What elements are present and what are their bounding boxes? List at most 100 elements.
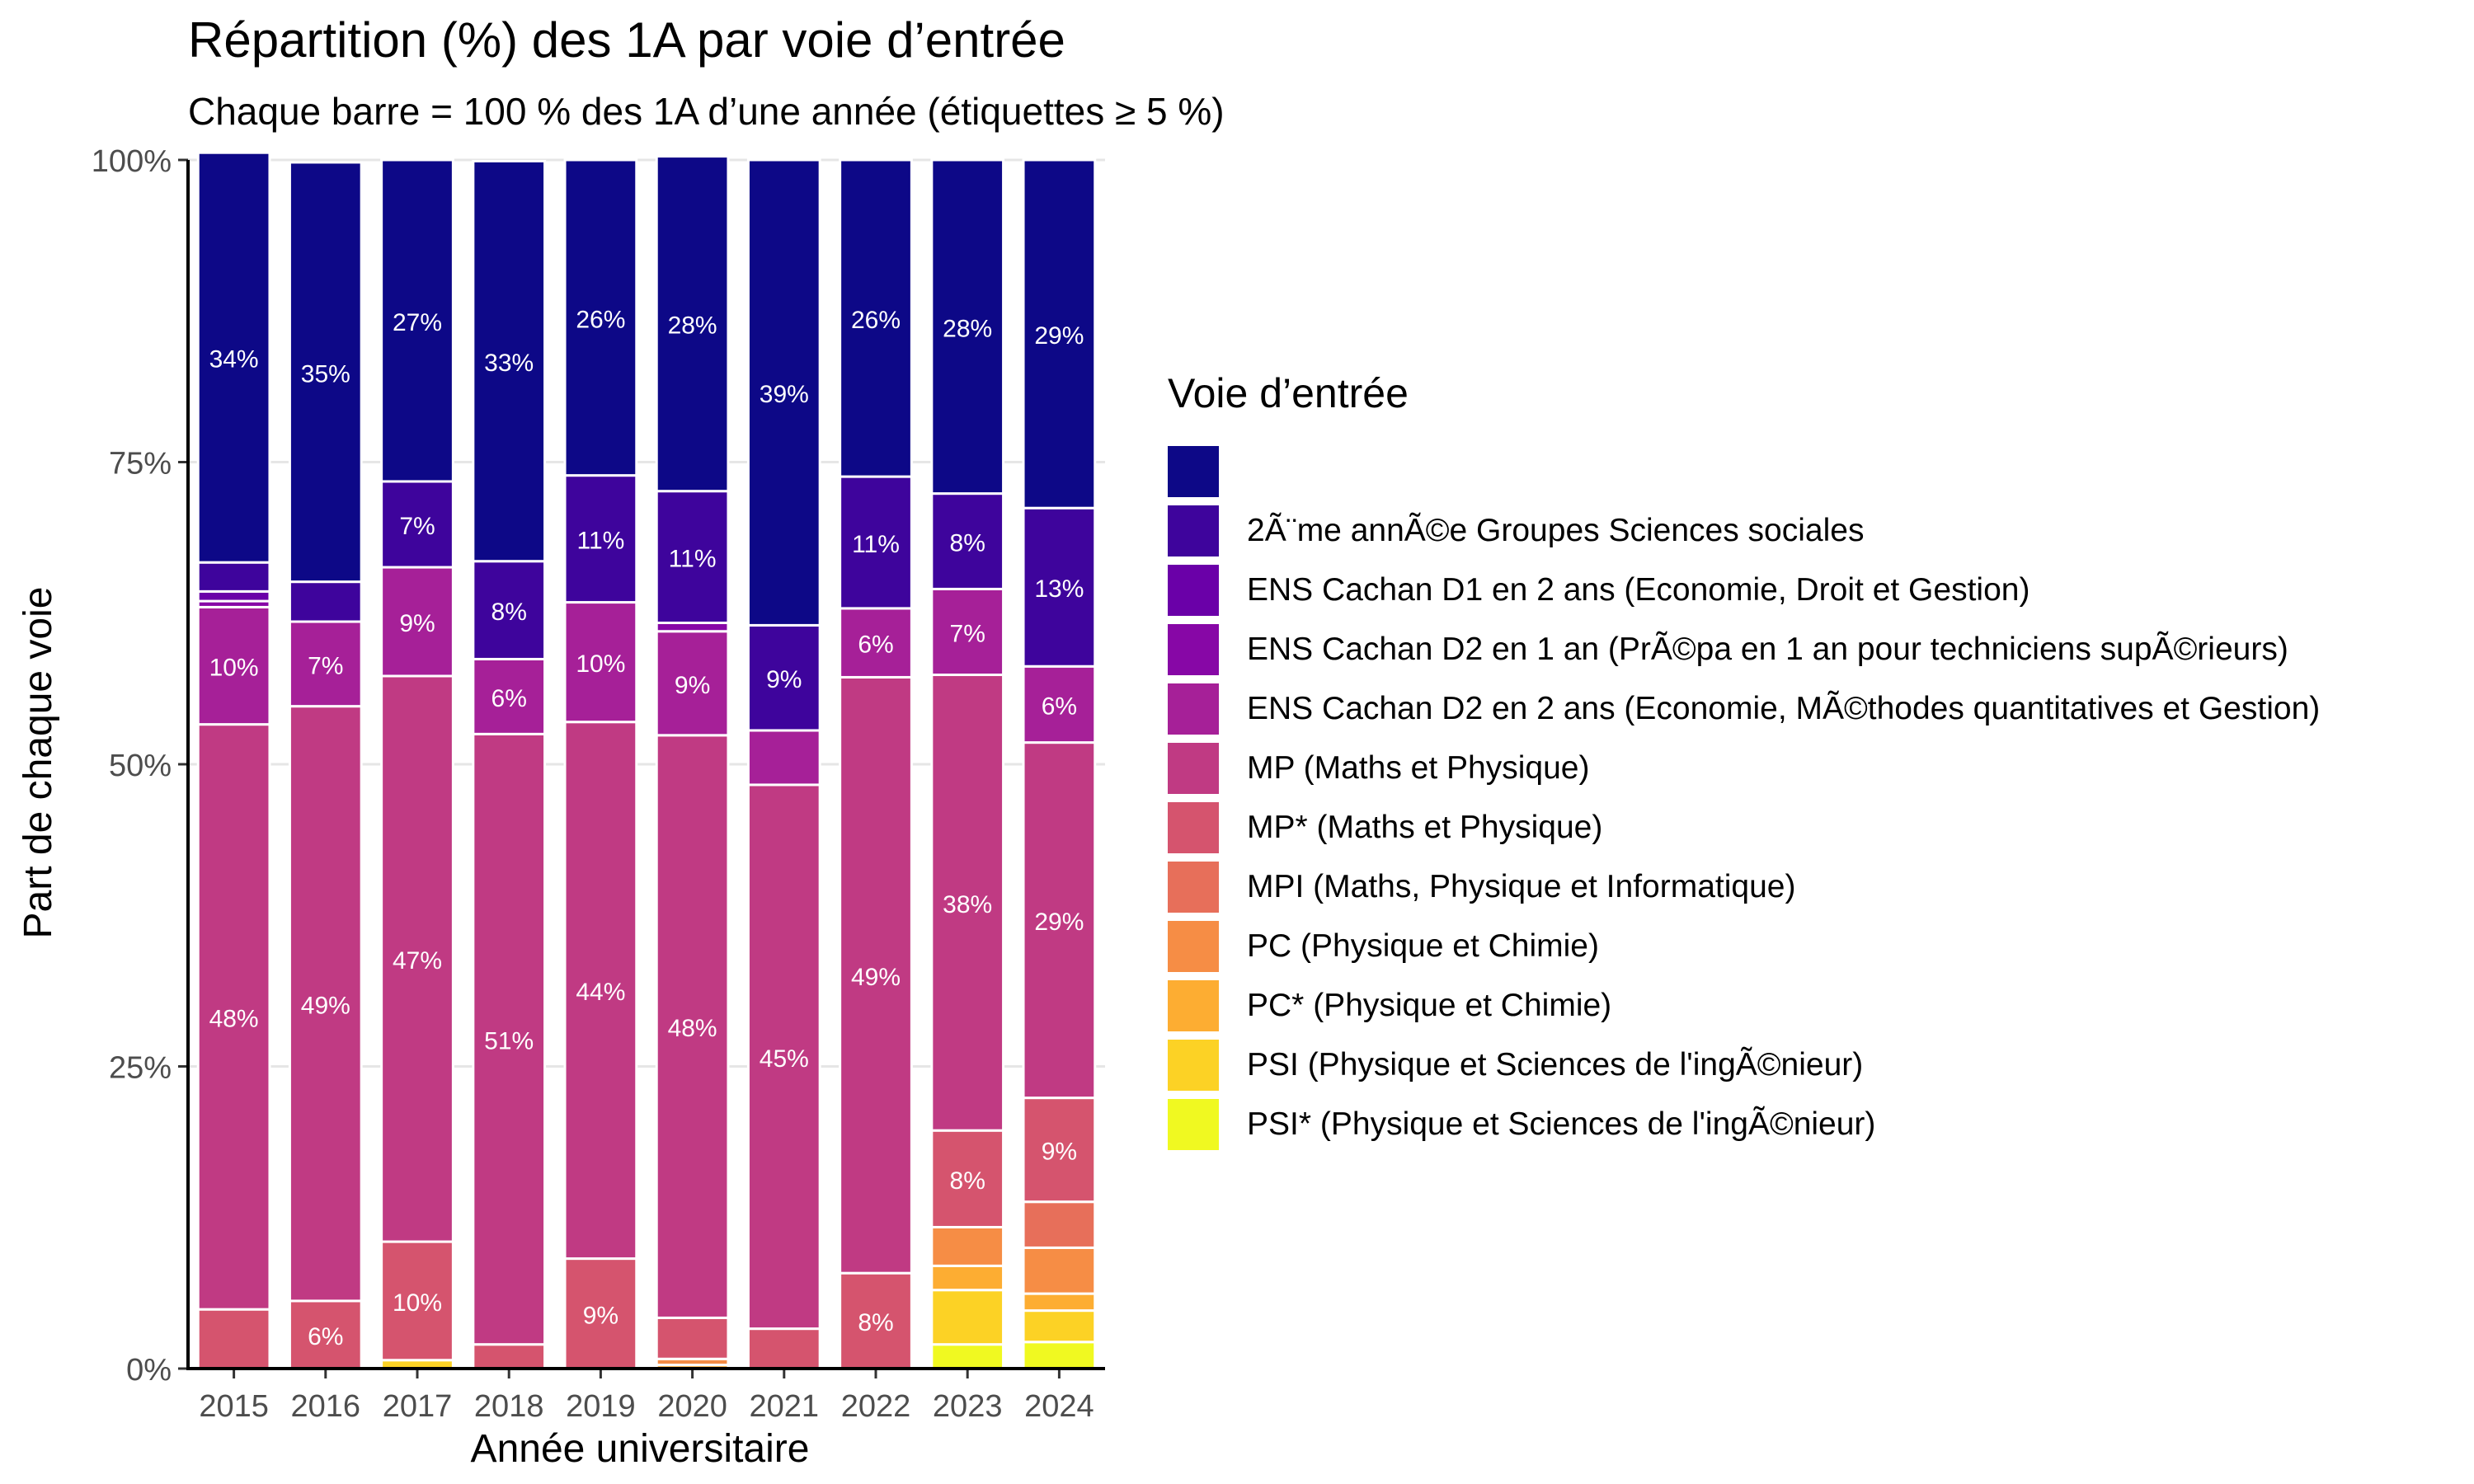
- bar-segment: [196, 589, 271, 603]
- legend-label: PSI (Physique et Sciences de l'ingÃ©nieu…: [1247, 1047, 1864, 1082]
- bar-segment: [1022, 1246, 1097, 1295]
- bar-value-label: 49%: [301, 992, 350, 1019]
- x-tick-label: 2022: [841, 1389, 911, 1424]
- bar-segment: [1022, 741, 1097, 1100]
- bar-segment: [746, 1327, 821, 1370]
- bar-segment: [196, 605, 271, 726]
- y-axis-label: Part de chaque voie: [16, 587, 60, 939]
- bar-segment: [655, 734, 730, 1319]
- bar-segment: [563, 158, 638, 477]
- legend-swatch: [1168, 1040, 1219, 1091]
- bar-value-label: 8%: [950, 530, 985, 557]
- bar-segment: [288, 705, 363, 1303]
- legend-title: Voie d’entrée: [1168, 370, 1409, 416]
- bar-segment: [380, 566, 454, 678]
- legend-item: ENS Cachan D2 en 1 an (PrÃ©pa en 1 an po…: [1168, 620, 2320, 679]
- bar-segment: [288, 620, 363, 708]
- bar-segment: [839, 158, 913, 478]
- bar-segment: [655, 1316, 730, 1360]
- legend-label: ENS Cachan D1 en 2 ans (Economie, Droit …: [1247, 572, 2030, 608]
- bar-segment: [655, 621, 730, 633]
- bar-segment: [746, 783, 821, 1331]
- bar-value-label: 10%: [393, 1289, 442, 1317]
- bar-segment: [1022, 1097, 1097, 1204]
- legend-swatch: [1168, 921, 1219, 972]
- legend-swatch: [1168, 743, 1219, 794]
- bar-value-label: 45%: [760, 1045, 809, 1073]
- bar-segment: [380, 480, 454, 569]
- bar-segment: [196, 723, 271, 1311]
- bar-value-label: 26%: [851, 307, 901, 334]
- bar-value-label: 9%: [675, 672, 710, 699]
- bar-segment: [472, 159, 547, 563]
- bar-segment: [655, 490, 730, 624]
- legend-label: ENS Cachan D2 en 1 an (PrÃ©pa en 1 an po…: [1247, 632, 2288, 667]
- legend-swatch: [1168, 1099, 1219, 1150]
- axes: 0% 25% 50% 75% 100% 2015 2016 2017 2018 2019 2020 2…: [92, 144, 1105, 1424]
- y-tick-label: 100%: [92, 144, 172, 179]
- bar-value-label: 6%: [308, 1323, 343, 1350]
- bar-segment: [380, 158, 454, 483]
- bar-segment: [930, 1264, 1005, 1292]
- y-tick-label: 25%: [109, 1051, 172, 1086]
- bar-segment: [380, 1240, 454, 1362]
- legend-label: MP (Maths et Physique): [1247, 750, 1590, 786]
- bar-value-label: 10%: [209, 655, 259, 682]
- bar-value-label: 13%: [1034, 575, 1084, 603]
- bar-value-label: 6%: [1042, 693, 1077, 720]
- legend-item: PSI (Physique et Sciences de l'ingÃ©nieu…: [1168, 1036, 2320, 1095]
- legend-label: MP* (Maths et Physique): [1247, 810, 1603, 845]
- bar-segment: [1022, 665, 1097, 744]
- legend-label: PSI* (Physique et Sciences de l'ingÃ©nie…: [1247, 1106, 1876, 1142]
- bar-segment: [472, 560, 547, 660]
- legend-swatch: [1168, 624, 1219, 675]
- x-tick-label: 2018: [474, 1389, 544, 1424]
- x-tick-label: 2023: [933, 1389, 1003, 1424]
- bar-value-label: 8%: [950, 1167, 985, 1195]
- bar-segment: [1022, 506, 1097, 668]
- bar-segment: [655, 155, 730, 493]
- x-tick-label: 2017: [383, 1389, 453, 1424]
- bar-segment: [288, 580, 363, 623]
- bar-value-label: 11%: [576, 528, 624, 555]
- legend-item: MP* (Maths et Physique): [1168, 798, 2320, 857]
- bar-value-label: 29%: [1034, 909, 1084, 936]
- x-tick-label: 2020: [657, 1389, 727, 1424]
- bar-segment: [1022, 1309, 1097, 1344]
- bar-segment: [380, 674, 454, 1243]
- x-tick-label: 2019: [566, 1389, 636, 1424]
- legend-label: PC* (Physique et Chimie): [1247, 988, 1612, 1023]
- legend-item: ENS Cachan D1 en 2 ans (Economie, Droit …: [1168, 561, 2320, 620]
- y-tick-label: 0%: [126, 1353, 172, 1388]
- bar-value-label: 28%: [943, 315, 992, 342]
- bar-value-label: 7%: [308, 652, 343, 679]
- bars: 48% 10% 34% 6% 49% 7% 35% 10% 47% 9% 7% 27% 51% 6% 8% 3…: [196, 151, 1097, 1370]
- bar-value-label: 11%: [669, 546, 717, 573]
- bar-value-label: 26%: [576, 306, 625, 333]
- bar-segment: [1022, 1200, 1097, 1249]
- bar-value-label: 35%: [301, 360, 350, 387]
- chart-title: Répartition (%) des 1A par voie d’entrée: [188, 12, 1065, 68]
- bar-value-label: 8%: [492, 599, 527, 626]
- bar-segment: [1022, 158, 1097, 510]
- legend-swatch: [1168, 446, 1219, 497]
- legend-label: 2Ã¨me annÃ©e Groupes Sciences sociales: [1247, 513, 1865, 548]
- bar-value-label: 48%: [209, 1005, 259, 1032]
- legend-items: 2Ã¨me annÃ©e Groupes Sciences sociales EN…: [1168, 442, 2320, 1154]
- bar-segment: [1022, 1341, 1097, 1370]
- legend-swatch: [1168, 683, 1219, 735]
- bar-segment: [839, 607, 913, 679]
- bar-segment: [746, 158, 821, 627]
- bar-segment: [1022, 1292, 1097, 1313]
- bar-segment: [930, 1225, 1005, 1267]
- stacked-bar-chart: 48% 10% 34% 6% 49% 7% 35% 10% 47% 9% 7% 27% 51% 6% 8% 3…: [16, 144, 1105, 1471]
- legend-label: MPI (Maths, Physique et Informatique): [1247, 869, 1796, 904]
- bar-segment: [930, 1289, 1005, 1346]
- bar-value-label: 28%: [668, 312, 717, 340]
- legend: Voie d’entrée 2Ã¨me annÃ©e Groupes Scien…: [1168, 369, 2320, 1154]
- legend-item: PC* (Physique et Chimie): [1168, 976, 2320, 1036]
- bar-value-label: 39%: [760, 381, 809, 408]
- bar-value-label: 29%: [1034, 322, 1084, 350]
- bar-segment: [930, 674, 1005, 1132]
- legend-item: 2Ã¨me annÃ©e Groupes Sciences sociales: [1168, 501, 2320, 561]
